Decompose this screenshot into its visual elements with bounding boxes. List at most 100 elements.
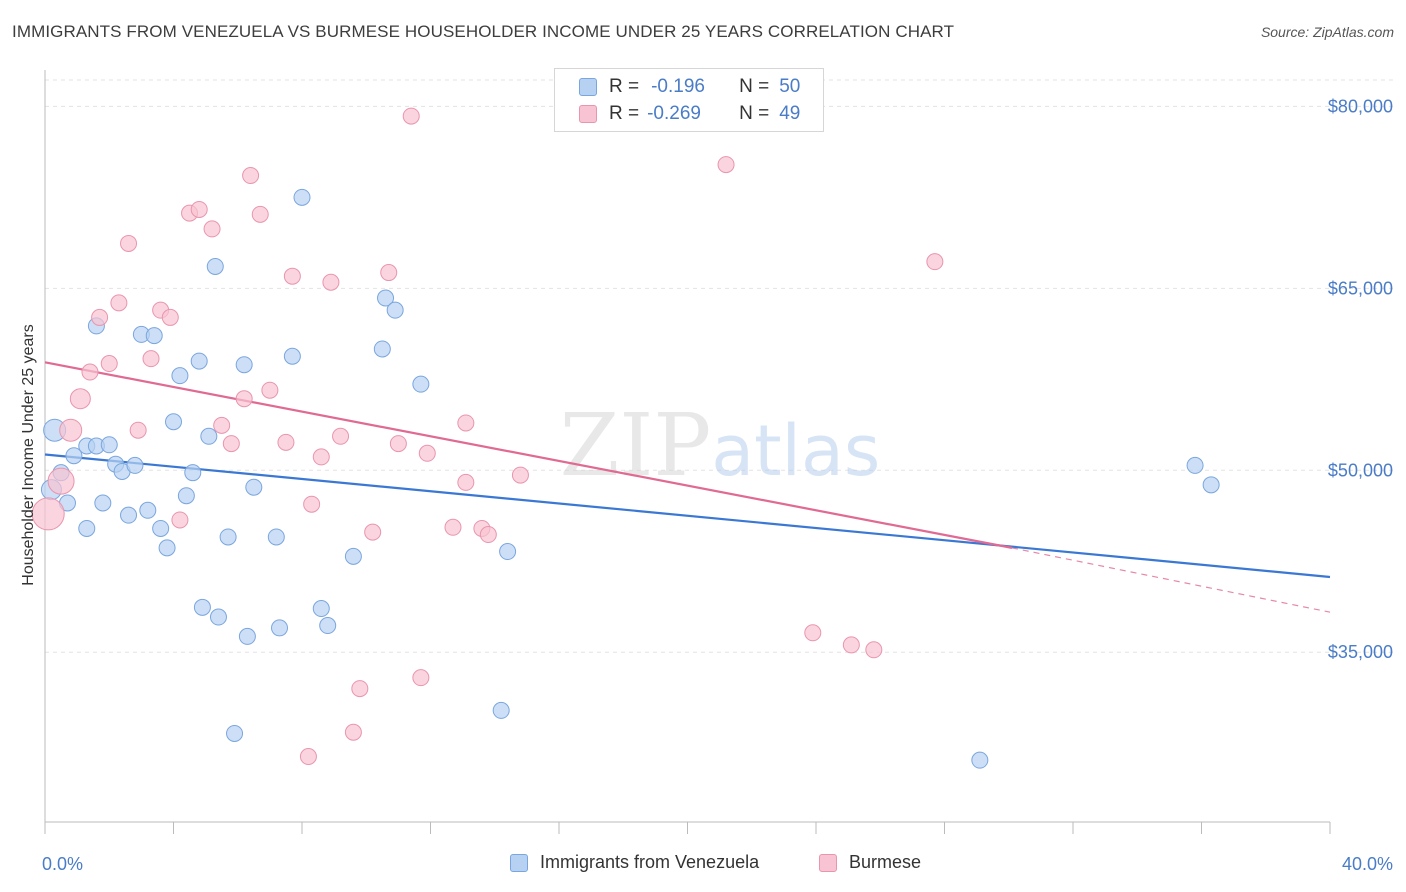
- legend-swatch-pink: [579, 105, 597, 123]
- venezuela-point: [373, 340, 391, 358]
- y-axis-label: Householder Income Under 25 years: [20, 324, 37, 585]
- venezuela-point: [200, 427, 218, 445]
- legend-row-venezuela: R = -0.196 N = 50: [555, 73, 800, 101]
- burmese-point: [351, 680, 369, 698]
- burmese-point: [59, 418, 83, 442]
- burmese-point: [332, 427, 350, 445]
- burmese-trend-line: [44, 361, 1013, 549]
- legend-n-label: N =: [739, 103, 770, 124]
- venezuela-point: [219, 528, 237, 546]
- venezuela-point: [158, 539, 176, 557]
- venezuela-point: [377, 289, 395, 307]
- burmese-point: [842, 636, 860, 654]
- burmese-point: [418, 444, 436, 462]
- burmese-point: [402, 107, 420, 125]
- source-label: Source: ZipAtlas.com: [1260, 24, 1394, 40]
- trend-lines: [44, 361, 1331, 613]
- legend-n-value: 50: [779, 76, 801, 97]
- burmese-trend-extension: [1011, 547, 1331, 613]
- venezuela-point: [271, 619, 289, 637]
- burmese-point: [213, 416, 231, 434]
- legend-swatch-pink: [819, 853, 837, 872]
- venezuela-trend-line: [44, 453, 1331, 579]
- burmese-point: [511, 466, 529, 484]
- venezuela-point: [190, 352, 208, 370]
- burmese-point: [804, 624, 822, 642]
- venezuela-point: [145, 327, 163, 345]
- venezuela-point: [193, 598, 211, 616]
- venezuela-point: [245, 478, 263, 496]
- legend-swatch-blue: [510, 853, 528, 872]
- legend-item-venezuela[interactable]: Immigrants from Venezuela: [510, 852, 759, 873]
- venezuela-point: [209, 608, 227, 626]
- venezuela-point: [492, 701, 510, 719]
- burmese-point: [222, 435, 240, 453]
- venezuela-point: [100, 436, 118, 454]
- legend-label-venezuela: Immigrants from Venezuela: [540, 852, 760, 872]
- venezuela-point: [126, 456, 144, 474]
- venezuela-point: [499, 543, 517, 561]
- y-tick-label: $50,000: [1328, 460, 1393, 480]
- legend-r-label: R =: [609, 103, 640, 124]
- series-legend: Immigrants from Venezuela Burmese: [0, 852, 1406, 878]
- burmese-point: [299, 748, 317, 766]
- burmese-point: [717, 156, 735, 174]
- burmese-point: [283, 267, 301, 285]
- venezuela-point: [971, 751, 989, 769]
- legend-r-label: R =: [609, 76, 640, 97]
- venezuela-point: [152, 519, 170, 537]
- y-tick-label: $35,000: [1328, 642, 1393, 662]
- burmese-point: [277, 433, 295, 451]
- venezuela-point: [171, 367, 189, 385]
- venezuela-point: [139, 501, 157, 519]
- burmese-point: [203, 220, 221, 238]
- burmese-point: [412, 669, 430, 687]
- venezuela-point: [283, 347, 301, 365]
- venezuela-point: [94, 494, 112, 512]
- burmese-point: [120, 234, 138, 252]
- venezuela-point: [235, 356, 253, 374]
- burmese-point: [364, 523, 382, 541]
- venezuela-point: [1202, 476, 1220, 494]
- venezuela-point: [1186, 456, 1204, 474]
- legend-row-burmese: R = -0.269 N = 49: [555, 100, 800, 128]
- venezuela-point: [412, 375, 430, 393]
- venezuela-point: [267, 528, 285, 546]
- venezuela-point: [184, 464, 202, 482]
- venezuela-point: [177, 487, 195, 505]
- y-tick-label: $65,000: [1328, 278, 1393, 298]
- burmese-point: [142, 350, 160, 368]
- burmese-point: [190, 200, 208, 218]
- burmese-point: [322, 273, 340, 291]
- burmese-point: [444, 518, 462, 536]
- burmese-point: [161, 308, 179, 326]
- data-points: [31, 107, 1220, 769]
- burmese-point: [31, 497, 65, 531]
- venezuela-point: [386, 301, 404, 319]
- axes: [44, 70, 1331, 834]
- venezuela-point: [319, 617, 337, 635]
- burmese-point: [235, 390, 253, 408]
- venezuela-point: [65, 447, 83, 465]
- burmese-point: [389, 435, 407, 453]
- burmese-point: [457, 473, 475, 491]
- legend-swatch-blue: [579, 78, 597, 96]
- burmese-point: [47, 467, 75, 495]
- venezuela-point: [312, 600, 330, 618]
- x-tick-label: 0.0%: [42, 854, 83, 874]
- venezuela-point: [344, 547, 362, 565]
- legend-label-burmese: Burmese: [849, 852, 922, 872]
- venezuela-point: [165, 413, 182, 431]
- burmese-point: [457, 414, 475, 432]
- burmese-point: [380, 264, 398, 282]
- burmese-point: [81, 363, 99, 381]
- burmese-point: [171, 511, 189, 529]
- venezuela-point: [293, 188, 311, 206]
- burmese-point: [242, 167, 260, 185]
- venezuela-point: [238, 627, 256, 645]
- burmese-point: [479, 526, 497, 544]
- y-tick-labels: $35,000 $50,000 $65,000 $80,000: [1328, 96, 1393, 662]
- burmese-point: [110, 294, 128, 312]
- legend-item-burmese[interactable]: Burmese: [819, 852, 921, 873]
